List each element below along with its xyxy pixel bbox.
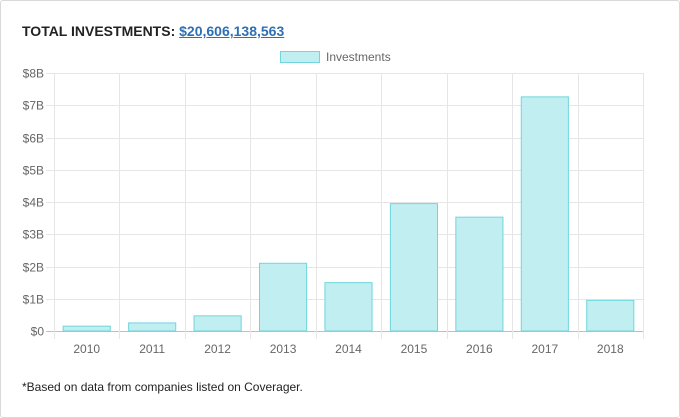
footnote: *Based on data from companies listed on … bbox=[22, 380, 303, 394]
total-investments-header: TOTAL INVESTMENTS: $20,606,138,563 bbox=[22, 23, 284, 39]
bar bbox=[128, 322, 177, 332]
bar bbox=[258, 262, 308, 332]
legend-label: Investments bbox=[326, 50, 391, 64]
x-tick-label: 2018 bbox=[597, 342, 624, 356]
bar bbox=[389, 203, 439, 332]
bar bbox=[586, 299, 635, 332]
bar bbox=[193, 315, 242, 332]
x-tick-label: 2015 bbox=[401, 342, 428, 356]
y-tick-label: $4B bbox=[23, 196, 44, 210]
bar bbox=[455, 216, 504, 332]
total-investments-value-link[interactable]: $20,606,138,563 bbox=[179, 23, 285, 39]
y-tick-label: $1B bbox=[23, 293, 44, 307]
y-tick-label: $6B bbox=[23, 132, 44, 146]
y-tick-label: $5B bbox=[23, 164, 44, 178]
y-tick-label: $7B bbox=[23, 99, 44, 113]
x-tick-label: 2013 bbox=[270, 342, 297, 356]
x-tick-label: 2016 bbox=[466, 342, 493, 356]
bar bbox=[62, 325, 111, 332]
x-tick-label: 2010 bbox=[73, 342, 100, 356]
y-tick-label: $2B bbox=[23, 261, 44, 275]
total-investments-label: TOTAL INVESTMENTS: bbox=[22, 23, 176, 39]
y-tick-label: $8B bbox=[23, 67, 44, 81]
bar bbox=[324, 282, 373, 332]
x-tick-label: 2012 bbox=[204, 342, 231, 356]
legend-swatch bbox=[280, 51, 320, 63]
investments-bar-chart: $0 $1B $2B $3B $4B $5B $6B $7B $8B 2010 2011 2012 20… bbox=[23, 67, 644, 356]
y-tick-label: $0 bbox=[31, 325, 45, 339]
bar bbox=[520, 96, 569, 332]
x-tick-label: 2011 bbox=[139, 342, 165, 356]
y-tick-label: $3B bbox=[23, 228, 44, 242]
chart-legend[interactable]: Investments bbox=[280, 49, 391, 65]
x-tick-label: 2014 bbox=[335, 342, 362, 356]
x-tick-label: 2017 bbox=[531, 342, 558, 356]
